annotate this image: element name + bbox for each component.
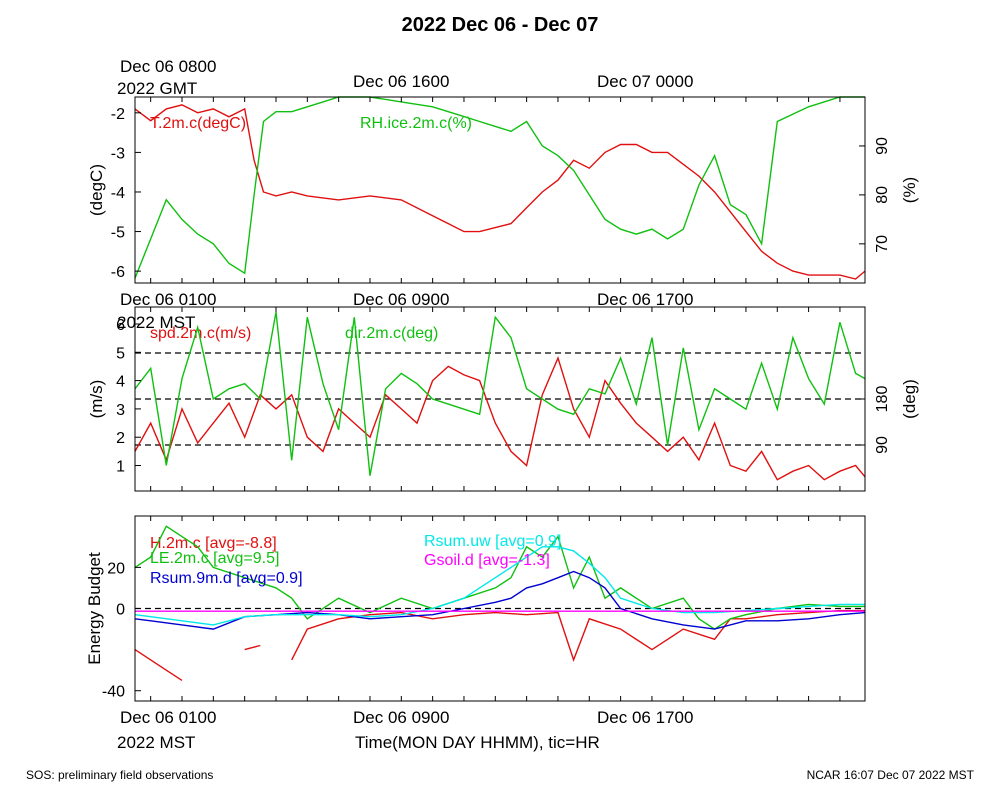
y-tick-label: 0 (116, 602, 125, 619)
y-tick-label: 3 (116, 402, 125, 419)
y-tick-label: -40 (102, 684, 125, 701)
mst-year-label: 2022 MST (117, 313, 196, 332)
y-tick-label-right: 180 (874, 386, 891, 413)
series-line (134, 609, 865, 681)
footer-left: SOS: preliminary field observations (26, 768, 214, 782)
legend-label: H.2m.c [avg=-8.8] (150, 535, 277, 552)
y-axis-label: Energy Budget (85, 552, 104, 665)
y-tick-label: 1 (116, 459, 125, 476)
series-line (134, 355, 866, 481)
y-axis-label-right: (%) (900, 177, 919, 203)
series-line (134, 546, 865, 626)
bottom-year-label: 2022 MST (117, 733, 196, 752)
bottom-tick-label: Dec 06 0900 (353, 708, 450, 727)
legend-label: Rsum.uw [avg=0.9] (424, 533, 561, 550)
y-axis-label: (degC) (87, 164, 106, 216)
gmt-tick-label: Dec 06 0800 (120, 57, 217, 76)
mst-tick-label: Dec 06 1700 (597, 290, 694, 309)
y-tick-label-right: 70 (874, 235, 891, 253)
legend-label: spd.2m.c(m/s) (150, 325, 251, 342)
y-axis-label-right: (deg) (900, 379, 919, 419)
legend-label: RH.ice.2m.c(%) (360, 115, 472, 132)
series-line (134, 104, 866, 280)
legend-label: Gsoil.d [avg=-1.3] (424, 552, 550, 569)
y-tick-label: -2 (111, 106, 125, 123)
y-tick-label-right: 90 (874, 137, 891, 155)
plot-frame (134, 96, 866, 284)
bottom-tick-label: Dec 06 1700 (597, 708, 694, 727)
bottom-tick-label: Dec 06 0100 (120, 708, 217, 727)
chart-title: 2022 Dec 06 - Dec 07 (401, 14, 599, 36)
panel-energy-budget: H.2m.c [avg=-8.8]LE.2m.c [avg=9.5] Rsum.9… (85, 515, 866, 702)
y-tick-label: 5 (116, 345, 125, 362)
footer-right: NCAR 16:07 Dec 07 2022 MST (806, 768, 974, 782)
gmt-tick-label: Dec 06 1600 (353, 72, 450, 91)
gmt-year-label: 2022 GMT (117, 79, 198, 98)
gmt-tick-label: Dec 07 0000 (597, 72, 694, 91)
y-tick-label-right: 90 (874, 436, 891, 454)
y-tick-label: 2 (116, 430, 125, 447)
panel-wind: spd.2m.c(m/s) dir.2m.c(deg) 1 2 3 4 5 6 90 180 (m/… (87, 306, 919, 492)
x-axis-label: Time(MON DAY HHMM), tic=HR (355, 733, 600, 752)
legend-label: T.2m.c(degC) (150, 115, 246, 132)
y-tick-label: 4 (116, 374, 125, 391)
mst-tick-label: Dec 06 0100 (120, 290, 217, 309)
y-tick-label: 6 (116, 317, 125, 334)
mst-tick-label: Dec 06 0900 (353, 290, 450, 309)
y-axis-label: (m/s) (87, 380, 106, 419)
y-tick-label-right: 80 (874, 186, 891, 204)
y-tick-label: -4 (111, 185, 125, 202)
legend-label: LE.2m.c [avg=9.5] (150, 550, 279, 567)
legend-label: Rsum.9m.d [avg=0.9] (150, 570, 303, 587)
y-tick-label: 20 (107, 560, 125, 577)
y-tick-label: -6 (111, 264, 125, 281)
legend-label: dir.2m.c(deg) (345, 325, 438, 342)
series-line (134, 96, 865, 279)
y-tick-label: -5 (111, 225, 125, 242)
panel-temperature-humidity: T.2m.c(degC) RH.ice.2m.c(%) -6 -5 -4 -3 -2 70 80… (87, 96, 919, 284)
y-tick-label: -3 (111, 145, 125, 162)
series-line (134, 311, 866, 476)
